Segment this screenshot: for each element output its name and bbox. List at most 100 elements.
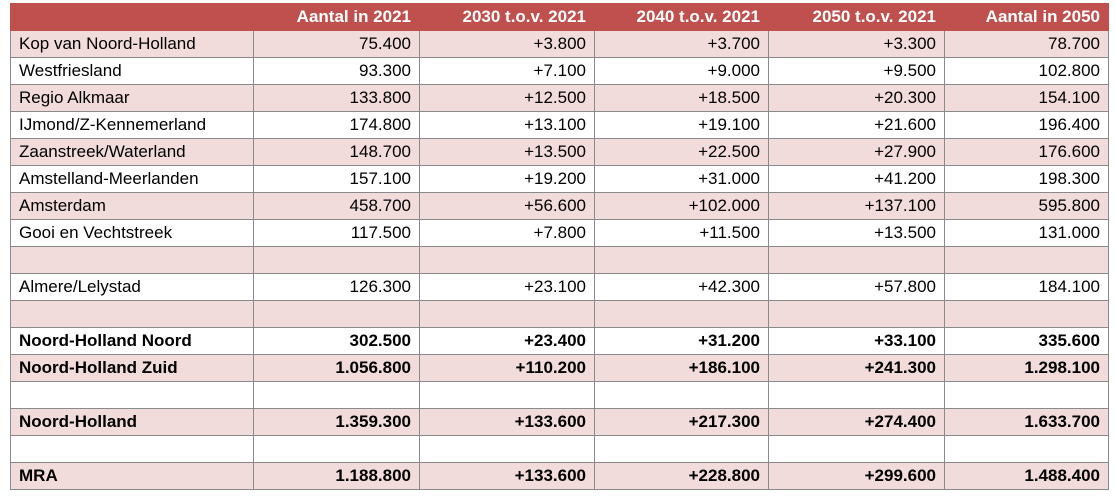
table-row <box>10 435 1109 463</box>
change-2040-cell <box>594 381 769 409</box>
change-2050-cell: +13.500 <box>768 219 945 247</box>
change-2040-cell: +19.100 <box>594 111 769 139</box>
change-2050-cell: +33.100 <box>768 327 945 355</box>
change-2040-cell <box>594 246 769 274</box>
region-cell: Amsterdam <box>10 192 254 220</box>
change-2040-cell: +3.700 <box>594 30 769 58</box>
table-row: Almere/Lelystad 126.300 +23.100 +42.300 +57.… <box>10 273 1109 301</box>
change-2030-cell: +3.800 <box>419 30 595 58</box>
table-row <box>10 246 1109 274</box>
count-2050-cell <box>944 300 1109 328</box>
table-row: Noord-Holland 1.359.300 +133.600 +217.300 +2… <box>10 408 1109 436</box>
count-2021-cell: 1.188.800 <box>253 462 420 490</box>
change-2050-cell: +9.500 <box>768 57 945 85</box>
change-2040-cell: +18.500 <box>594 84 769 112</box>
change-2040-cell: +186.100 <box>594 354 769 382</box>
region-cell: Regio Alkmaar <box>10 84 254 112</box>
change-2050-cell: +137.100 <box>768 192 945 220</box>
change-2030-cell: +13.500 <box>419 138 595 166</box>
change-2040-cell: +31.200 <box>594 327 769 355</box>
table-row: MRA 1.188.800 +133.600 +228.800 +299.600 1.48… <box>10 462 1109 490</box>
change-2040-cell: +42.300 <box>594 273 769 301</box>
region-cell: Zaanstreek/Waterland <box>10 138 254 166</box>
count-2050-cell: 176.600 <box>944 138 1109 166</box>
count-2021-cell: 157.100 <box>253 165 420 193</box>
count-2021-cell: 126.300 <box>253 273 420 301</box>
change-2050-cell: +299.600 <box>768 462 945 490</box>
count-2021-cell: 93.300 <box>253 57 420 85</box>
change-2030-cell <box>419 435 595 463</box>
count-2021-cell: 75.400 <box>253 30 420 58</box>
change-2030-cell: +56.600 <box>419 192 595 220</box>
data-table-container: Aantal in 2021 2030 t.o.v. 2021 2040 t.o… <box>10 3 1109 490</box>
change-2040-cell: +31.000 <box>594 165 769 193</box>
change-2050-cell: +20.300 <box>768 84 945 112</box>
table-row: IJmond/Z-Kennemerland 174.800 +13.100 +19.1… <box>10 111 1109 139</box>
table-row <box>10 300 1109 328</box>
change-2030-cell: +133.600 <box>419 462 595 490</box>
change-2040-cell: +217.300 <box>594 408 769 436</box>
change-2030-cell: +12.500 <box>419 84 595 112</box>
count-2050-cell: 1.488.400 <box>944 462 1109 490</box>
table-row: Westfriesland 93.300 +7.100 +9.000 +9.500 102… <box>10 57 1109 85</box>
change-2050-cell: +41.200 <box>768 165 945 193</box>
count-2050-cell: 595.800 <box>944 192 1109 220</box>
change-2030-cell: +110.200 <box>419 354 595 382</box>
table-row: Gooi en Vechtstreek 117.500 +7.800 +11.500 +… <box>10 219 1109 247</box>
count-2021-cell: 174.800 <box>253 111 420 139</box>
count-2021-cell: 1.359.300 <box>253 408 420 436</box>
count-2021-cell <box>253 381 420 409</box>
change-2030-cell: +19.200 <box>419 165 595 193</box>
change-2030-cell <box>419 246 595 274</box>
count-2021-cell: 302.500 <box>253 327 420 355</box>
table-row <box>10 381 1109 409</box>
change-2030-cell: +23.100 <box>419 273 595 301</box>
count-2050-cell <box>944 381 1109 409</box>
region-cell <box>10 246 254 274</box>
region-cell: Noord-Holland Noord <box>10 327 254 355</box>
household-projection-table: Aantal in 2021 2030 t.o.v. 2021 2040 t.o… <box>10 3 1109 490</box>
region-cell: Kop van Noord-Holland <box>10 30 254 58</box>
count-2021-cell: 458.700 <box>253 192 420 220</box>
region-cell <box>10 435 254 463</box>
count-2050-cell: 154.100 <box>944 84 1109 112</box>
table-row: Noord-Holland Zuid 1.056.800 +110.200 +186.… <box>10 354 1109 382</box>
change-2030-cell: +13.100 <box>419 111 595 139</box>
change-2050-cell: +27.900 <box>768 138 945 166</box>
count-2021-cell <box>253 300 420 328</box>
region-cell: MRA <box>10 462 254 490</box>
count-2021-cell: 133.800 <box>253 84 420 112</box>
region-cell: Noord-Holland Zuid <box>10 354 254 382</box>
table-row: Noord-Holland Noord 302.500 +23.400 +31.200… <box>10 327 1109 355</box>
header-2040-vs-2021: 2040 t.o.v. 2021 <box>594 3 769 31</box>
table-row: Regio Alkmaar 133.800 +12.500 +18.500 +20.30… <box>10 84 1109 112</box>
change-2040-cell: +228.800 <box>594 462 769 490</box>
header-count-2021: Aantal in 2021 <box>253 3 420 31</box>
change-2040-cell: +22.500 <box>594 138 769 166</box>
change-2040-cell: +11.500 <box>594 219 769 247</box>
region-cell <box>10 381 254 409</box>
change-2050-cell <box>768 381 945 409</box>
table-row: Kop van Noord-Holland 75.400 +3.800 +3.700 +… <box>10 30 1109 58</box>
table-row: Zaanstreek/Waterland 148.700 +13.500 +22.50… <box>10 138 1109 166</box>
table-body: Kop van Noord-Holland 75.400 +3.800 +3.700 +… <box>10 30 1109 490</box>
change-2030-cell: +7.800 <box>419 219 595 247</box>
change-2050-cell <box>768 300 945 328</box>
change-2050-cell: +3.300 <box>768 30 945 58</box>
count-2021-cell: 1.056.800 <box>253 354 420 382</box>
header-2030-vs-2021: 2030 t.o.v. 2021 <box>419 3 595 31</box>
header-region <box>10 3 254 31</box>
change-2040-cell: +102.000 <box>594 192 769 220</box>
count-2050-cell: 1.633.700 <box>944 408 1109 436</box>
change-2030-cell: +7.100 <box>419 57 595 85</box>
table-row: Amsterdam 458.700 +56.600 +102.000 +137.100 5… <box>10 192 1109 220</box>
region-cell: Almere/Lelystad <box>10 273 254 301</box>
region-cell: Noord-Holland <box>10 408 254 436</box>
count-2050-cell: 198.300 <box>944 165 1109 193</box>
count-2050-cell: 1.298.100 <box>944 354 1109 382</box>
header-2050-vs-2021: 2050 t.o.v. 2021 <box>768 3 945 31</box>
count-2021-cell: 148.700 <box>253 138 420 166</box>
change-2040-cell <box>594 435 769 463</box>
change-2030-cell: +23.400 <box>419 327 595 355</box>
change-2050-cell <box>768 435 945 463</box>
